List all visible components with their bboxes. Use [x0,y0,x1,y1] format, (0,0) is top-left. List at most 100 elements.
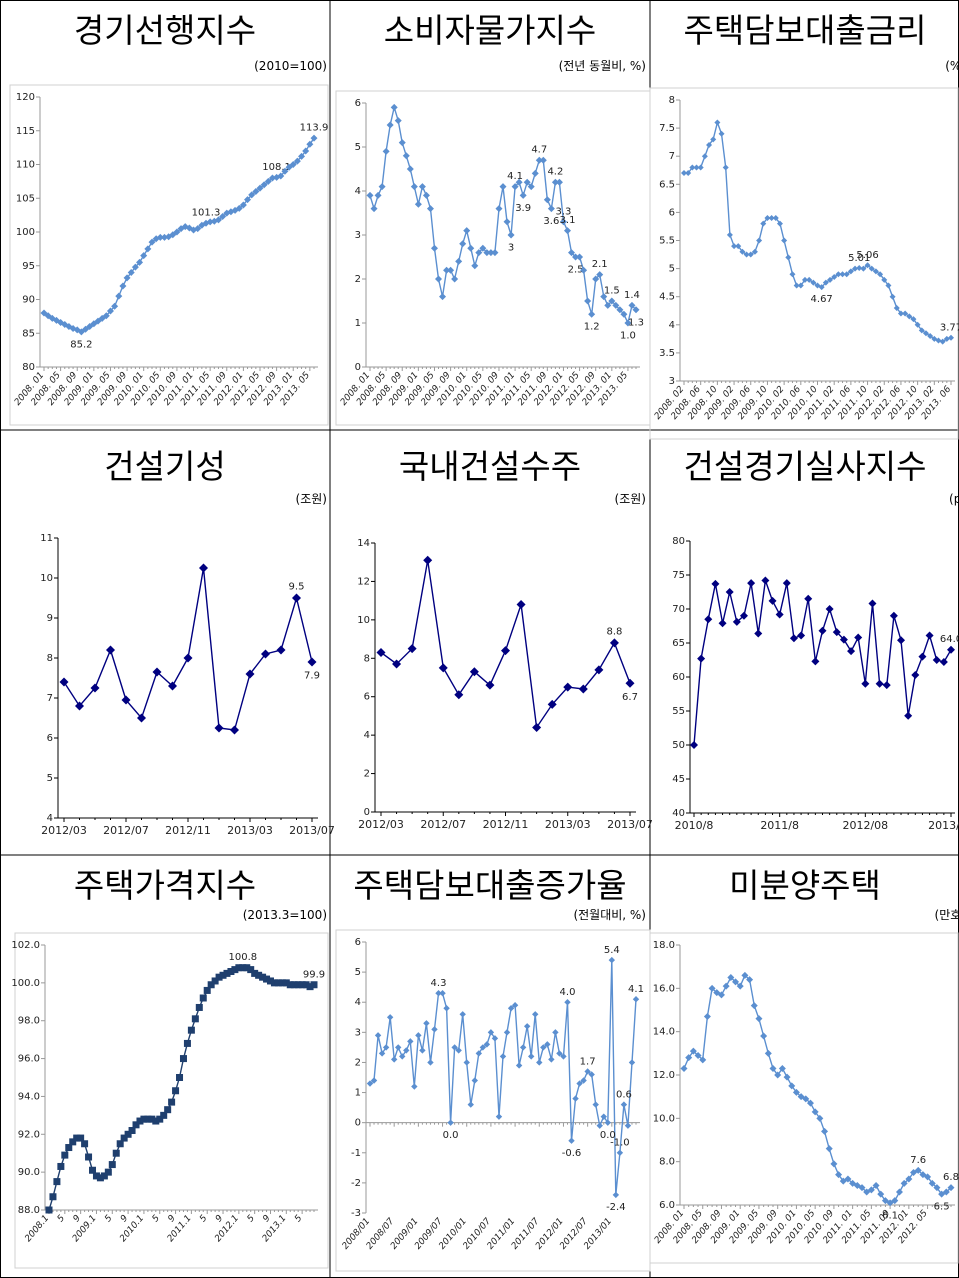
x-tick-label: 2013/07 [289,824,335,837]
marker [806,276,813,283]
marker [475,249,483,257]
marker [947,645,955,654]
marker [73,1134,81,1142]
marker [854,633,863,642]
y-tick-label: 8 [47,653,53,664]
y-tick-label: 110 [16,160,35,171]
data-label: 5.4 [604,945,620,956]
y-tick-label: 94.0 [18,1091,40,1102]
marker [376,648,386,658]
marker [407,644,417,654]
marker [697,164,704,171]
marker [423,1020,430,1027]
marker [588,1071,595,1078]
marker [378,183,386,191]
series-line [48,967,315,1211]
marker [806,1099,814,1107]
marker [215,973,223,981]
y-tick-label: 4 [364,730,370,741]
marker [555,178,563,186]
marker [463,1059,470,1066]
x-tick-label: 2012/11 [165,824,211,837]
x-tick-label: 2013/03 [545,818,591,831]
marker [479,244,487,252]
marker [858,1184,866,1192]
y-tick-label: 92.0 [18,1129,40,1140]
marker [439,989,446,997]
marker [263,975,271,983]
marker [897,310,904,317]
marker [302,981,310,989]
y-tick-label: 100.0 [11,978,40,989]
y-tick-label: 70 [672,604,685,615]
marker [852,265,859,272]
marker [717,991,725,999]
chart-title: 주택가격지수 [74,866,256,905]
marker [298,981,306,989]
y-tick-label: 2 [364,769,370,780]
y-tick-label: 4 [355,997,361,1008]
marker [732,617,741,626]
marker [104,1168,112,1176]
chart-title: 건설경기실사지수 [684,447,927,486]
marker [207,981,215,989]
marker [708,984,716,992]
marker [751,248,758,255]
marker [761,576,770,585]
marker [106,645,115,655]
marker [604,301,612,309]
marker [123,274,131,282]
marker [935,337,942,344]
marker [439,293,447,301]
marker [89,1166,97,1174]
marker [592,275,600,283]
data-label: 0.6 [616,1089,632,1100]
marker [563,227,571,235]
y-tick-label: 6 [355,98,361,109]
marker [108,1161,116,1169]
marker [511,183,519,191]
marker [144,1115,152,1123]
x-tick-label: 9 [119,1213,131,1224]
marker [415,1032,422,1039]
marker [256,184,264,192]
x-tick-label: 5 [103,1213,115,1224]
marker [528,1053,535,1060]
data-label: 2.5 [568,265,584,276]
x-tick-label: 2012/11 [483,818,529,831]
marker [199,994,207,1002]
marker [289,161,297,168]
marker [112,1149,120,1157]
marker [523,178,531,186]
marker [214,723,224,733]
y-tick-label: 12.0 [653,1070,675,1081]
y-tick-label: 9 [47,613,53,624]
marker [864,262,871,269]
marker [120,1134,128,1142]
y-tick-label: 8.0 [659,1157,675,1168]
marker [219,212,227,220]
marker [392,659,402,669]
marker [760,220,767,227]
series-line [684,120,952,343]
marker [59,677,69,687]
marker [45,1206,53,1214]
y-tick-label: 0 [355,362,361,373]
marker [801,276,808,283]
data-label: -1.0 [610,1138,630,1149]
marker [156,1115,164,1123]
marker [148,1115,156,1123]
marker [77,1134,85,1142]
y-tick-label: 2 [355,274,361,285]
marker [727,974,735,981]
marker [556,1050,563,1057]
y-tick-label: 50 [672,740,685,751]
chart-title: 건설기성 [104,447,225,486]
marker [764,215,771,222]
marker [552,1029,559,1036]
marker [75,701,84,711]
marker [270,979,278,987]
marker [825,1145,833,1153]
marker [507,1005,515,1012]
marker [148,238,156,246]
